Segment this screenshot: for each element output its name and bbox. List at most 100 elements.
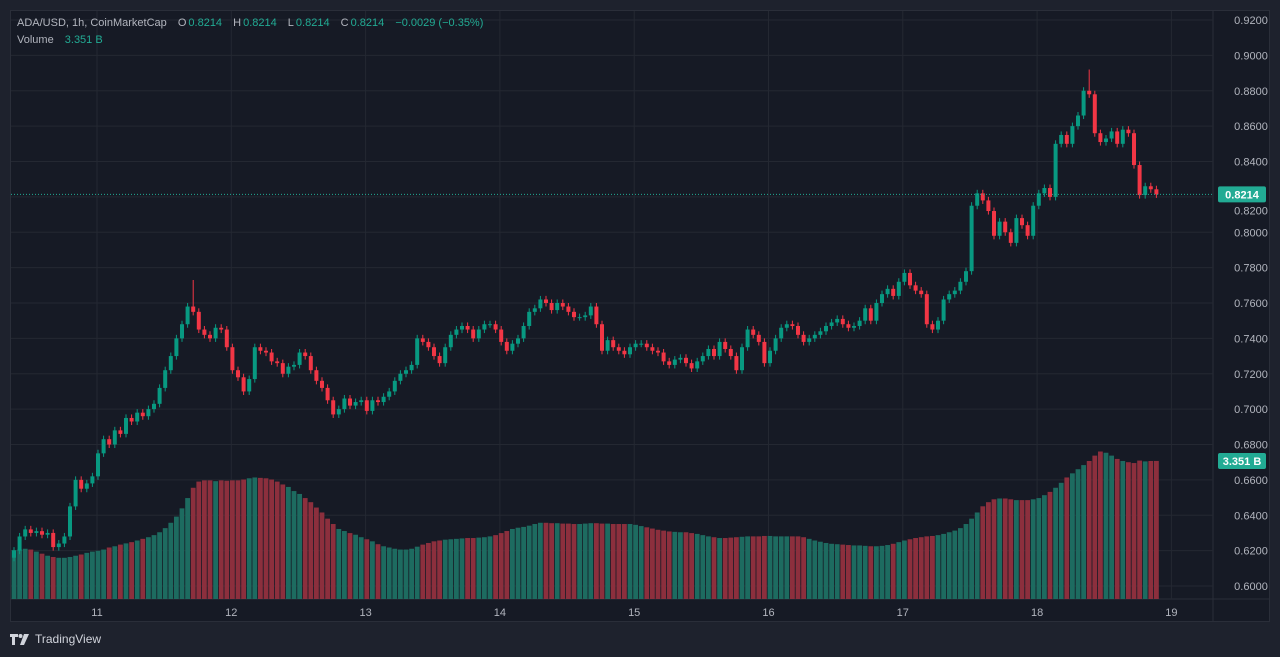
candle-body [331,400,336,415]
volume-bar [442,539,448,599]
candle-body [684,357,688,364]
chart-container[interactable]: 0.9200 0.9000 0.8800 0.8600 0.8400 0.8200 0.80… [10,10,1270,622]
candle-body [588,306,593,316]
candle-body [1042,188,1047,194]
volume-bar [1014,500,1019,599]
volume-bar [17,549,22,599]
candle-body [1087,90,1092,95]
volume-bar [622,524,627,599]
candle-body [941,299,946,321]
volume-bar [706,536,711,599]
candle-body [835,318,840,323]
candle-body [986,200,991,212]
candle-body [689,363,694,369]
candle-body [180,324,184,339]
brand-label: TradingView [35,632,102,646]
candle-body [448,334,453,348]
candle-body [213,327,218,339]
volume-bar [812,540,818,599]
candle-body [1076,115,1080,127]
volume-bar [409,548,414,599]
volume-bar [84,552,90,599]
volume-bar [196,481,202,599]
low-value: 0.8214 [295,17,330,29]
high-value: 0.8214 [243,17,277,29]
volume-bar [885,545,890,599]
volume-bar [862,545,868,599]
volume-bar [56,557,62,599]
candle-body [454,329,459,335]
candle-body [1120,129,1125,144]
candle-body [101,439,106,454]
volume-bar [370,541,375,599]
volume-bar [78,554,84,599]
candle-body [600,324,604,351]
volume-bar [610,524,616,599]
tradingview-logo[interactable]: TradingView [10,632,101,646]
high-label: H [233,17,242,29]
candle-body [812,334,817,339]
candle-body [958,281,963,291]
candle-body [639,343,644,345]
volume-bar [566,523,571,599]
price-chart[interactable]: 0.9200 0.9000 0.8800 0.8600 0.8400 0.8200 0.80… [11,11,1269,621]
volume-bar [487,536,493,599]
volume-bar [1064,477,1070,599]
candle-body [902,272,907,282]
volume-bar [448,539,454,599]
volume-bar [22,548,28,599]
time-tick-label: 18 [1031,607,1043,619]
candle-body [370,400,375,411]
candle-body [437,356,442,364]
volume-bar [650,528,655,599]
volume-bar [174,516,179,599]
volume-bar [818,541,823,599]
volume-bar [532,524,538,599]
volume-bar [319,512,325,599]
candle-body [96,453,100,477]
volume-bar [190,487,196,599]
volume-bar [851,545,857,599]
volume-bar [386,547,392,599]
volume-bar [784,536,790,599]
candle-body [628,347,632,355]
volume-bar [241,479,246,599]
volume-bar [258,477,263,599]
volume-bar [95,550,101,599]
candle-body [146,409,151,417]
candle-body [1115,131,1120,144]
volume-bar [1075,469,1081,599]
volume-bar [90,551,95,599]
candle-body [493,324,498,330]
candle-body [432,347,436,357]
candle-body [544,299,548,303]
candle-body [208,334,212,339]
candle-body [633,343,638,348]
candle-body [1008,232,1013,243]
volume-bar [45,555,50,599]
volume-bar [1098,451,1103,599]
volume-bar [426,542,431,599]
volume-bar [896,542,902,599]
volume-bar [202,480,207,599]
candle-body [538,299,543,309]
volume-bar [874,546,879,599]
volume-bar [207,480,213,599]
candle-body [135,412,140,422]
candle-body [56,543,61,548]
volume-bar [756,536,762,599]
candle-body [790,324,795,326]
volume-bar [745,536,750,599]
volume-bar [129,542,134,599]
time-tick-label: 15 [628,607,640,619]
volume-label[interactable]: Volume [17,34,54,46]
volume-bar [879,545,885,599]
volume-bar [655,529,661,599]
price-tick-label: 0.8200 [1234,205,1268,217]
candle-body [426,341,431,348]
volume-bar [314,507,319,599]
symbol-label[interactable]: ADA/USD, 1h, CoinMarketCap [17,17,167,29]
candle-body [465,325,470,330]
volume-bar [140,538,146,599]
volume-bar [902,540,907,599]
